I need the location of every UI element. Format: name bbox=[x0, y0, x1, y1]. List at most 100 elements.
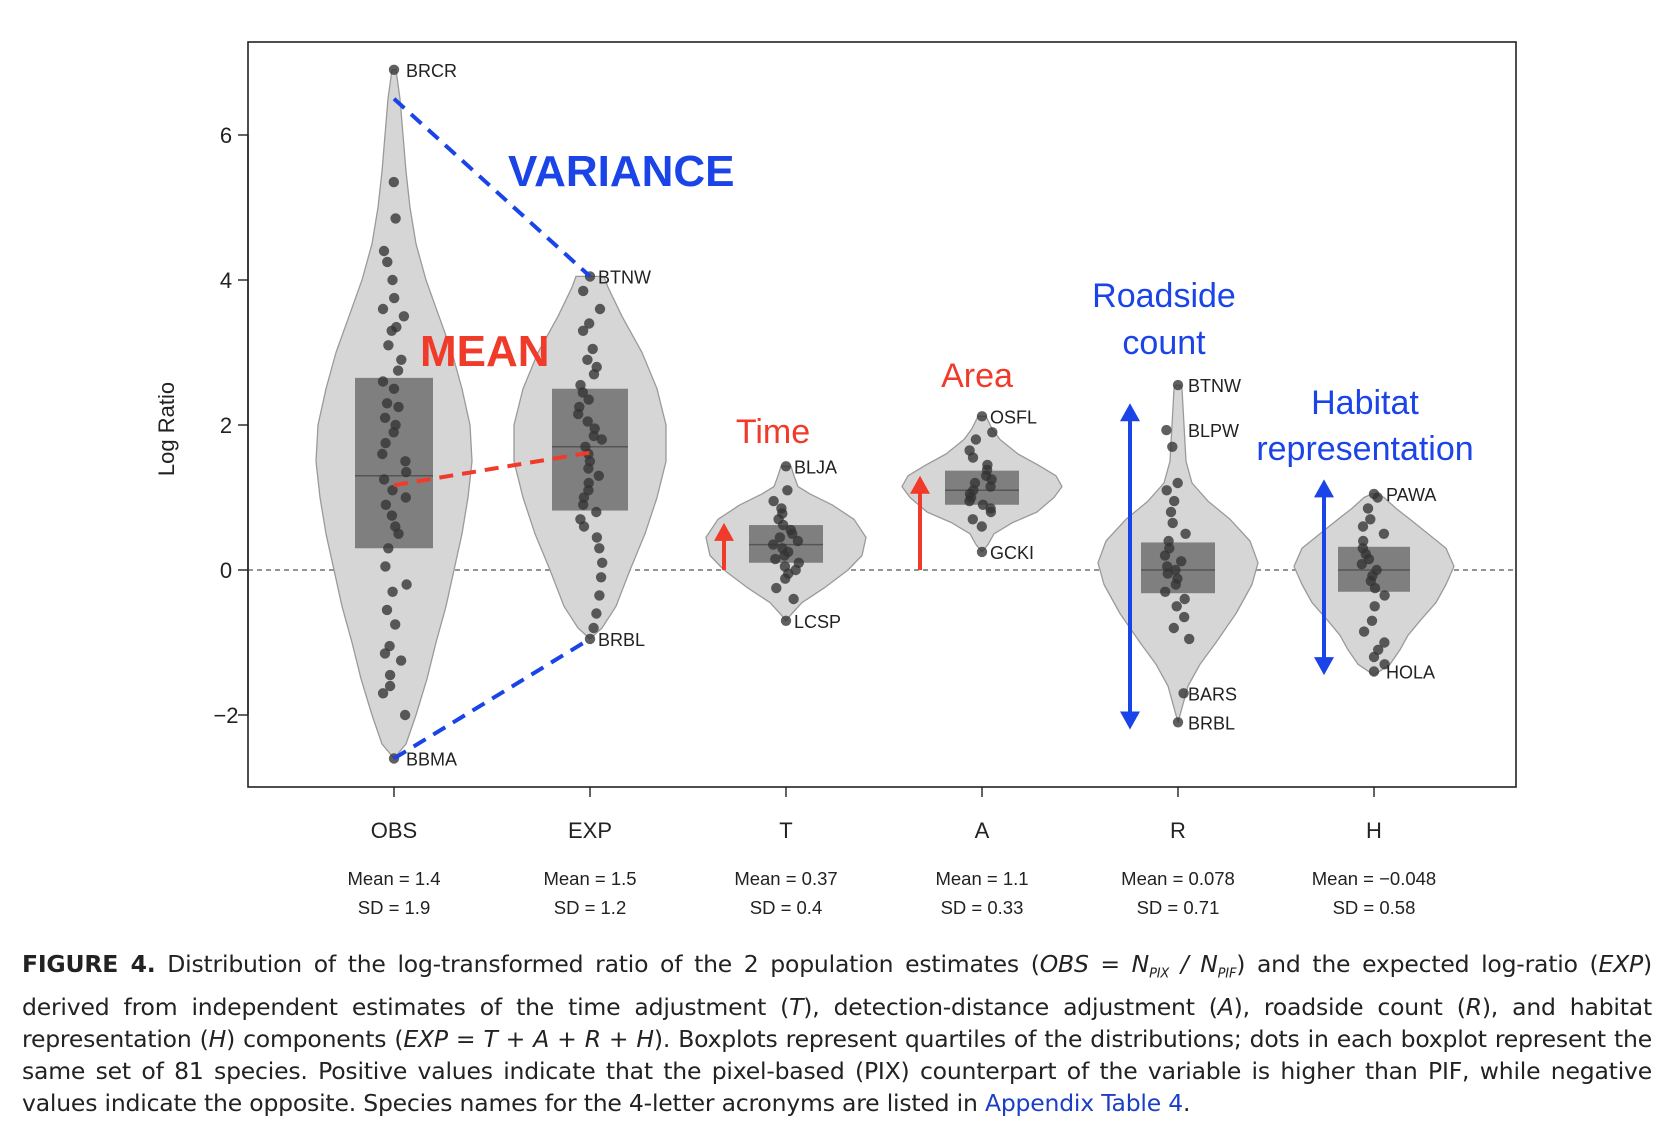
data-point bbox=[387, 274, 398, 286]
caption-italic: A bbox=[1217, 992, 1234, 1021]
x-category-label: OBS bbox=[371, 818, 417, 843]
violins bbox=[315, 69, 1455, 760]
caption-text: Distribution of the log-transformed rati… bbox=[155, 950, 1040, 978]
data-point bbox=[377, 688, 389, 699]
data-point bbox=[976, 411, 988, 422]
caption-italic: EXP bbox=[1598, 950, 1644, 978]
data-point bbox=[387, 485, 398, 496]
data-point bbox=[1362, 503, 1374, 514]
data-point bbox=[378, 474, 390, 485]
variance-line-upper bbox=[392, 97, 592, 278]
data-point bbox=[390, 619, 401, 630]
data-point bbox=[1162, 568, 1174, 579]
data-point bbox=[1379, 590, 1390, 601]
data-point bbox=[388, 176, 399, 188]
data-point bbox=[582, 416, 593, 427]
data-point bbox=[596, 434, 607, 445]
habitat-arrow-head-top bbox=[1314, 479, 1334, 498]
data-point bbox=[386, 510, 398, 521]
data-point bbox=[401, 466, 412, 478]
x-axis-categories: OBS Mean = 1.4 SD = 1.9 EXP Mean = 1.5 SD = 1… bbox=[347, 787, 1436, 918]
data-point bbox=[593, 470, 604, 481]
data-point bbox=[400, 456, 411, 467]
data-point bbox=[587, 343, 598, 355]
data-point bbox=[985, 481, 996, 492]
data-point bbox=[393, 401, 404, 413]
mean-annotation: MEAN bbox=[420, 327, 550, 376]
data-point bbox=[377, 376, 389, 387]
figure-label: FIGURE 4. bbox=[22, 950, 156, 978]
data-point bbox=[583, 463, 594, 474]
data-point bbox=[792, 535, 804, 547]
sd-label: SD = 0.4 bbox=[750, 897, 823, 918]
caption-italic: EXP = T + A + R + H bbox=[403, 1024, 654, 1053]
data-point bbox=[1369, 601, 1380, 612]
data-point bbox=[401, 579, 412, 590]
point-label: LCSP bbox=[794, 612, 841, 632]
data-point bbox=[768, 495, 779, 507]
data-point bbox=[588, 622, 599, 634]
data-point bbox=[398, 311, 410, 322]
data-point bbox=[964, 495, 975, 507]
data-point bbox=[383, 340, 394, 351]
data-point bbox=[388, 427, 399, 438]
variance-annotation: VARIANCE bbox=[508, 147, 735, 196]
mean-label: Mean = 1.1 bbox=[935, 868, 1028, 889]
data-point bbox=[985, 506, 997, 518]
time-annotation: Time bbox=[736, 413, 810, 451]
data-point bbox=[1379, 637, 1390, 648]
point-label: HOLA bbox=[1386, 663, 1435, 683]
data-point bbox=[771, 582, 782, 594]
data-point bbox=[1179, 611, 1190, 623]
caption-text: ), detection-distance adjustment ( bbox=[803, 992, 1218, 1021]
point-label: OSFL bbox=[990, 407, 1037, 427]
data-point bbox=[583, 394, 594, 405]
data-point bbox=[1161, 424, 1172, 436]
data-point bbox=[788, 593, 799, 605]
data-point bbox=[967, 514, 978, 525]
appendix-link[interactable]: Appendix Table 4 bbox=[984, 1088, 1184, 1117]
mean-line bbox=[393, 450, 591, 488]
roadside-annotation-line2: count bbox=[1122, 324, 1206, 362]
data-point bbox=[1165, 506, 1177, 518]
data-point bbox=[1366, 615, 1378, 626]
data-point bbox=[386, 325, 397, 336]
mean-label: Mean = 1.5 bbox=[543, 868, 636, 889]
data-point bbox=[380, 561, 391, 572]
data-point bbox=[388, 383, 400, 394]
point-label: PAWA bbox=[1386, 485, 1436, 505]
caption-subscript: PIX bbox=[1149, 966, 1170, 982]
time-arrow-head bbox=[714, 522, 734, 541]
mean-label: Mean = −0.048 bbox=[1312, 868, 1436, 889]
sd-label: SD = 0.33 bbox=[941, 897, 1024, 918]
sd-label: SD = 0.58 bbox=[1333, 897, 1416, 918]
caption-text: ) derived from independent estimates of … bbox=[22, 950, 1652, 1021]
data-point bbox=[780, 573, 791, 584]
data-point bbox=[390, 213, 401, 224]
data-point bbox=[967, 452, 979, 463]
data-point bbox=[1184, 633, 1195, 645]
data-point bbox=[588, 430, 599, 442]
data-point bbox=[595, 572, 607, 583]
y-tick-label: 4 bbox=[220, 268, 232, 293]
point-label: BRBL bbox=[598, 630, 645, 650]
point-label: BRCR bbox=[406, 61, 457, 81]
data-point bbox=[1159, 550, 1171, 561]
caption-text: ) components ( bbox=[226, 1024, 404, 1053]
caption-text: ), roadside count ( bbox=[1233, 992, 1466, 1021]
data-point bbox=[377, 448, 388, 460]
sd-label: SD = 1.2 bbox=[554, 897, 627, 918]
data-point bbox=[774, 532, 786, 543]
data-point bbox=[1357, 521, 1369, 532]
data-point bbox=[577, 387, 588, 398]
data-point bbox=[380, 437, 391, 449]
data-point bbox=[594, 590, 605, 601]
data-point bbox=[389, 292, 400, 304]
variance-line-lower bbox=[392, 637, 592, 761]
data-point bbox=[380, 499, 392, 510]
data-point bbox=[779, 550, 790, 561]
data-point bbox=[1167, 517, 1178, 529]
data-point bbox=[1365, 514, 1376, 525]
data-point bbox=[399, 709, 411, 721]
data-point bbox=[1172, 379, 1184, 391]
